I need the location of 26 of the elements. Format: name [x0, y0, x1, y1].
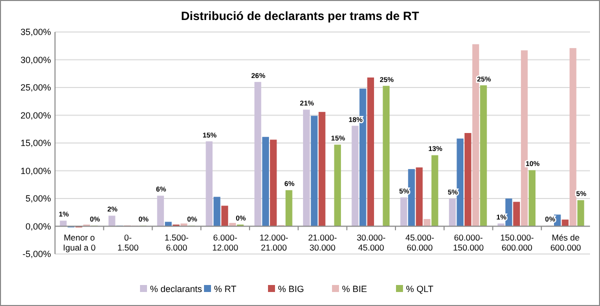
legend-label: % declarants — [150, 284, 203, 294]
y-tick-label: -5,00% — [22, 249, 51, 260]
y-tick-label: 15,00% — [20, 138, 51, 148]
legend-label: % BIE — [342, 284, 368, 294]
x-tick-label: 1.500- 6.000 — [164, 232, 189, 252]
x-tick-label: 150.000- 600.000 — [500, 232, 534, 252]
legend-label: % BIG — [278, 284, 304, 294]
y-tick-label: 5,00% — [25, 194, 51, 204]
chart-title: Distribució de declarants per trams de RT — [180, 9, 420, 23]
x-tick-label: Més de 600.000 — [550, 232, 582, 252]
x-tick-label: 12.000- 21.000 — [259, 232, 288, 252]
x-tick-label: 21.000- 30.000 — [308, 232, 338, 252]
legend-label: % RT — [214, 284, 237, 294]
y-tick-label: 20,00% — [20, 110, 51, 120]
x-tick-label: Menor o Igual a 0 — [63, 232, 96, 252]
y-tick-label: 10,00% — [20, 166, 51, 176]
y-tick-label: 30,00% — [20, 54, 51, 65]
x-tick-label: 45.000- 60.000 — [405, 232, 434, 252]
x-tick-label: 30.000- 45.000 — [356, 232, 386, 252]
x-tick-label: 6.000- 12.000 — [212, 232, 238, 252]
x-tick-label: 60.000- 150.000 — [453, 232, 484, 252]
y-tick-label: 0,00% — [25, 221, 51, 232]
legend-label: % QLT — [406, 284, 434, 294]
x-tick-label: 0- 1.500 — [117, 232, 139, 252]
y-tick-label: 35,00% — [20, 27, 51, 38]
y-tick-label: 25,00% — [20, 82, 51, 93]
